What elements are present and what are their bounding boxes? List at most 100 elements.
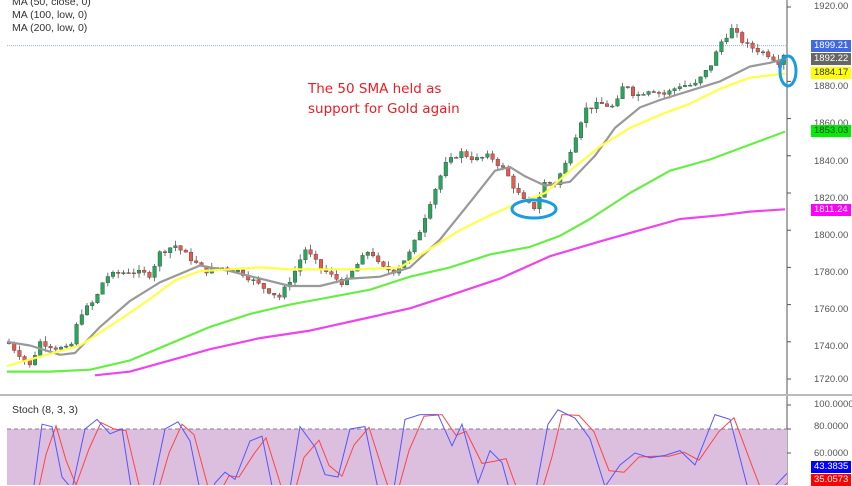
stoch-title: Stoch (8, 3, 3) (12, 404, 78, 416)
bull-candle (355, 264, 360, 272)
bear-candle (605, 103, 610, 107)
bull-candle (303, 249, 308, 260)
bear-candle (131, 272, 136, 275)
bear-candle (313, 253, 318, 260)
bear-candle (750, 42, 755, 49)
stoch-d-badge: 35.0573 (811, 474, 852, 486)
bull-candle (729, 28, 734, 39)
bull-candle (594, 102, 599, 109)
bear-candle (511, 175, 516, 189)
bull-candle (615, 98, 620, 107)
bull-candle (360, 255, 365, 265)
bear-candle (516, 188, 521, 193)
ma-gray-badge: 1892.22 (811, 53, 852, 65)
bull-candle (761, 51, 766, 54)
bull-candle (537, 197, 542, 210)
bull-candle (168, 247, 173, 253)
bear-candle (12, 343, 17, 351)
bull-candle (714, 51, 719, 66)
bear-candle (521, 192, 526, 199)
bear-candle (755, 48, 760, 53)
bear-candle (662, 92, 667, 95)
bear-candle (735, 28, 740, 33)
legend-ma100: MA (100, low, 0) (12, 9, 88, 21)
bull-candle (579, 122, 584, 138)
bull-candle (584, 107, 589, 123)
price-tick: 1840.00 (814, 156, 849, 167)
bear-candle (261, 283, 266, 289)
bull-candle (688, 84, 693, 87)
bear-candle (501, 165, 506, 168)
bull-candle (480, 157, 485, 159)
ma100-green-line (7, 130, 786, 373)
bull-candle (90, 302, 95, 306)
bull-candle (610, 105, 615, 108)
bear-candle (599, 102, 604, 104)
price-tick: 1800.00 (814, 230, 849, 241)
bull-candle (293, 270, 298, 283)
bear-candle (547, 182, 552, 184)
bull-candle (703, 70, 708, 78)
bull-candle (449, 157, 454, 163)
bull-candle (157, 251, 162, 267)
price-tick: 1880.00 (814, 81, 849, 92)
bull-candle (641, 94, 646, 96)
bear-candle (334, 274, 339, 280)
bear-candle (116, 271, 121, 274)
bear-candle (277, 294, 282, 298)
bear-candle (194, 260, 199, 263)
ma100-line (6, 72, 786, 368)
bull-candle (709, 65, 714, 71)
bull-candle (100, 282, 105, 295)
bull-candle (64, 345, 69, 348)
bull-candle (667, 90, 672, 95)
bull-candle (121, 272, 126, 274)
highlight-ellipse-2 (778, 54, 798, 88)
bear-candle (126, 272, 131, 274)
ma200-line (94, 208, 786, 377)
bear-candle (53, 347, 58, 350)
bull-candle (428, 204, 433, 219)
ma-yellow-badge: 1884.17 (811, 67, 852, 79)
stoch-k-badge: 43.3835 (811, 461, 852, 473)
bull-candle (636, 94, 641, 96)
bull-candle (282, 286, 287, 298)
bull-candle (417, 231, 422, 241)
bear-candle (625, 86, 630, 88)
bull-candle (74, 324, 79, 345)
bear-candle (319, 259, 324, 269)
price-tick: 1860.00 (814, 118, 849, 129)
bull-candle (475, 157, 480, 161)
bull-candle (152, 265, 157, 278)
chart-annotation: The 50 SMA held as support for Gold agai… (308, 79, 460, 119)
stoch-oversold-fill (7, 429, 787, 485)
bull-candle (33, 355, 38, 366)
bear-candle (651, 91, 656, 93)
bear-candle (532, 202, 537, 210)
bear-candle (183, 249, 188, 253)
bull-candle (345, 277, 350, 285)
bull-candle (542, 182, 547, 198)
bull-candle (105, 276, 110, 283)
bull-candle (235, 269, 240, 272)
bear-candle (188, 252, 193, 262)
bull-candle (84, 305, 89, 315)
bear-candle (631, 86, 636, 96)
bull-candle (485, 153, 490, 158)
bear-candle (464, 151, 469, 157)
bear-candle (454, 157, 459, 159)
bull-candle (438, 175, 443, 190)
ma-green-badge: 1853.03 (811, 125, 852, 137)
bull-candle (350, 270, 355, 279)
bear-candle (267, 288, 272, 294)
bear-candle (469, 156, 474, 161)
bear-candle (771, 56, 776, 61)
bear-candle (657, 92, 662, 94)
price-tick: 1720.00 (814, 374, 849, 385)
bull-candle (563, 162, 568, 174)
bear-candle (48, 346, 53, 349)
bear-candle (178, 245, 183, 251)
bear-candle (17, 350, 22, 357)
bull-candle (573, 137, 578, 153)
